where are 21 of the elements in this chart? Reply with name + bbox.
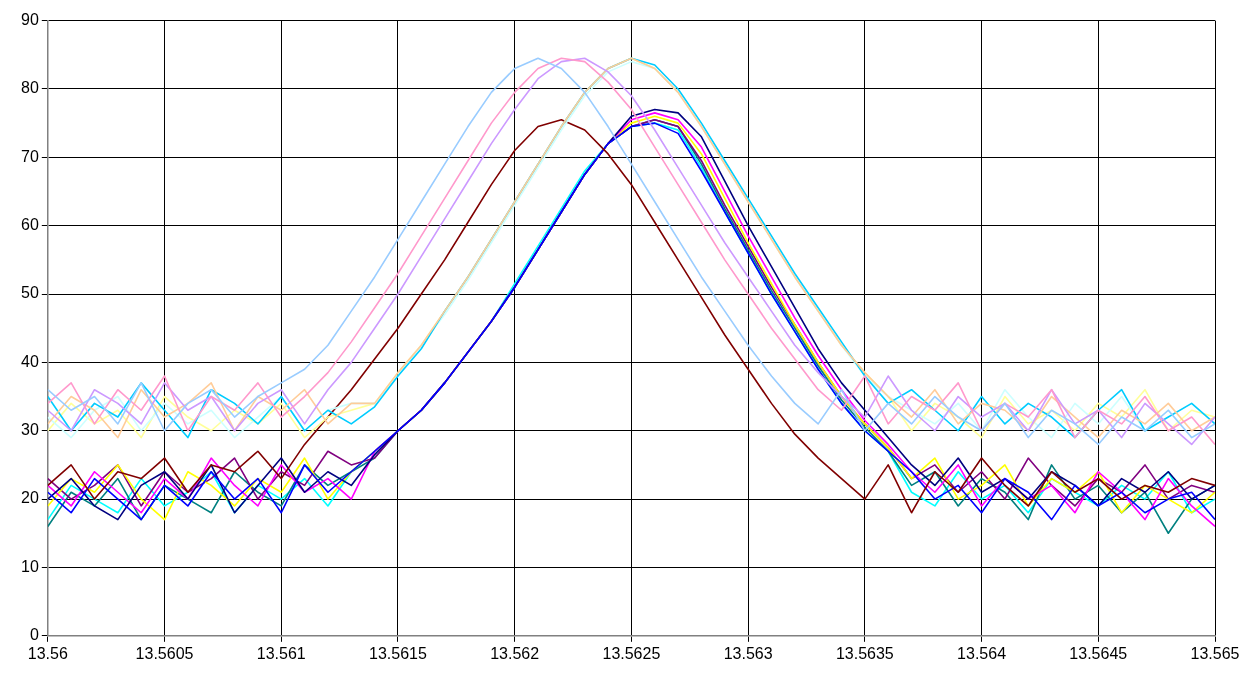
y-tick-label: 20 (21, 489, 39, 507)
x-tick-label: 13.563 (723, 644, 773, 662)
x-tick-label: 13.5605 (135, 644, 194, 662)
y-tick-label: 40 (21, 352, 39, 370)
x-tick-label: 13.5645 (1069, 644, 1128, 662)
x-tick-label: 13.5625 (602, 644, 661, 662)
x-tick-label: 13.565 (1190, 644, 1240, 662)
x-tick-label: 13.564 (957, 644, 1007, 662)
y-tick-label: 70 (21, 147, 39, 165)
x-tick-label: 13.56 (27, 644, 68, 662)
x-tick-label: 13.5615 (369, 644, 427, 662)
y-tick-label: 30 (21, 421, 39, 439)
x-tick-label: 13.562 (490, 644, 540, 662)
y-tick-label: 90 (21, 11, 39, 29)
y-tick-label: 10 (21, 557, 39, 575)
y-tick-label: 60 (21, 216, 39, 234)
x-tick-label: 13.561 (256, 644, 306, 662)
y-tick-label: 80 (21, 79, 39, 97)
x-tick-label: 13.5635 (835, 644, 894, 662)
y-tick-label: 50 (21, 284, 39, 302)
y-tick-label: 0 (29, 626, 39, 644)
